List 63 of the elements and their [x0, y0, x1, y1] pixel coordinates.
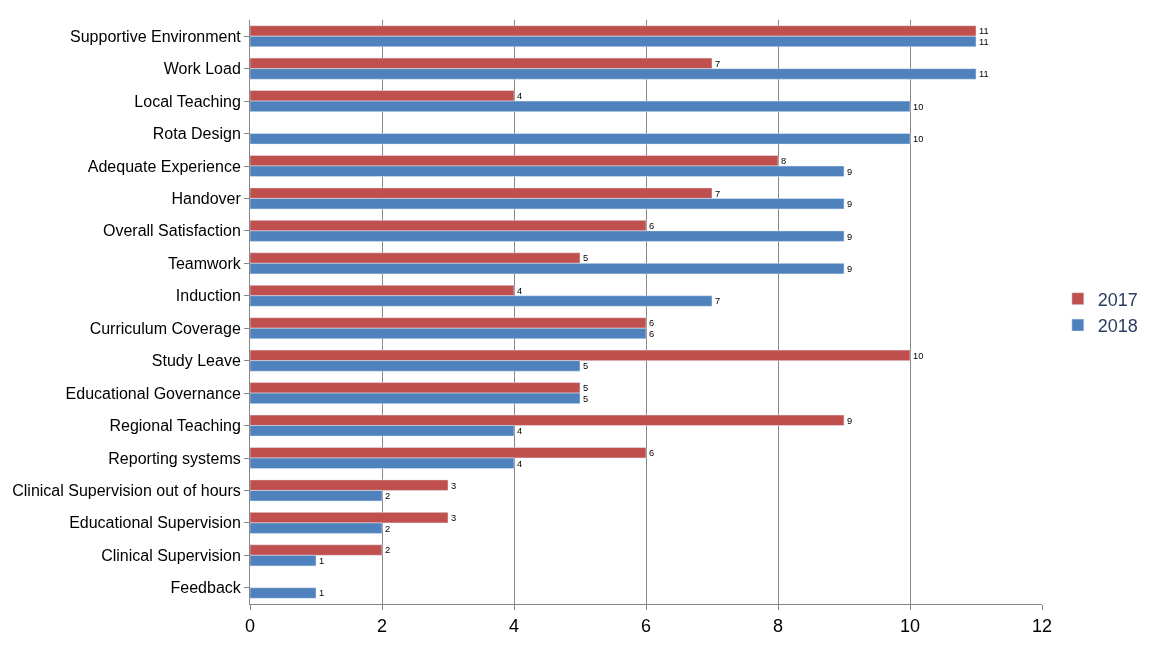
data-label: 5	[583, 383, 589, 394]
y-tick-label: Clinical Supervision	[101, 546, 241, 564]
y-tick-label: Work Load	[163, 60, 241, 78]
data-label: 9	[847, 199, 853, 210]
y-tick-label: Overall Satisfaction	[102, 222, 241, 240]
bar	[250, 587, 317, 599]
data-label: 2	[385, 523, 391, 534]
data-label: 7	[715, 58, 721, 69]
data-label: 3	[451, 480, 457, 491]
y-tick-label: Supportive Environment	[70, 27, 242, 45]
data-label: 3	[451, 513, 457, 524]
data-label: 6	[649, 448, 655, 459]
data-label: 4	[517, 426, 523, 437]
data-label: 6	[649, 318, 655, 329]
y-tick-label: Induction	[175, 287, 241, 305]
x-tick-label: 12	[1031, 615, 1053, 636]
data-label: 11	[979, 36, 989, 47]
data-label: 7	[715, 188, 721, 199]
y-tick-label: Rota Design	[152, 125, 241, 143]
y-tick-label: Clinical Supervision out of hours	[12, 482, 241, 500]
data-label: 6	[649, 221, 655, 232]
legend-label: 2018	[1097, 316, 1138, 337]
data-label: 2	[385, 491, 391, 502]
data-label: 10	[913, 350, 924, 361]
y-tick-label: Educational Governance	[65, 384, 241, 402]
data-label: 5	[583, 253, 589, 264]
y-tick-label: Feedback	[170, 579, 242, 597]
data-label: 11	[979, 69, 989, 80]
data-label: 9	[847, 166, 853, 177]
y-tick-label: Handover	[171, 190, 242, 208]
data-label: 10	[913, 134, 924, 145]
data-label: 10	[913, 101, 924, 112]
y-tick-label: Local Teaching	[134, 92, 241, 110]
data-label: 4	[517, 458, 523, 469]
y-tick-label: Curriculum Coverage	[89, 319, 241, 337]
y-tick-label: Study Leave	[151, 352, 241, 370]
x-tick-label: 10	[899, 615, 921, 636]
data-label: 5	[583, 361, 589, 372]
data-label: 1	[319, 556, 325, 567]
data-label: 11	[979, 26, 989, 37]
y-tick-label: Teamwork	[167, 254, 242, 272]
y-tick-label: Regional Teaching	[109, 417, 241, 435]
data-label: 7	[715, 296, 721, 307]
x-tick-label: 2	[376, 615, 388, 636]
y-tick-label: Reporting systems	[108, 449, 241, 467]
data-label: 9	[847, 231, 853, 242]
x-tick-label: 6	[640, 615, 652, 636]
data-label: 8	[781, 156, 787, 167]
y-tick-label: Adequate Experience	[87, 157, 241, 175]
data-label: 6	[649, 328, 655, 339]
data-label: 4	[517, 285, 523, 296]
data-label: 4	[517, 91, 523, 102]
legend-label: 2017	[1097, 289, 1138, 310]
x-tick-label: 8	[772, 615, 784, 636]
x-tick-label: 0	[244, 615, 256, 636]
x-tick-label: 4	[508, 615, 520, 636]
data-label: 2	[385, 545, 391, 556]
data-label: 5	[583, 393, 589, 404]
data-label: 9	[847, 415, 853, 426]
data-label: 9	[847, 264, 853, 275]
bar	[250, 133, 911, 145]
y-tick-label: Educational Supervision	[69, 514, 241, 532]
data-label: 1	[319, 588, 325, 599]
